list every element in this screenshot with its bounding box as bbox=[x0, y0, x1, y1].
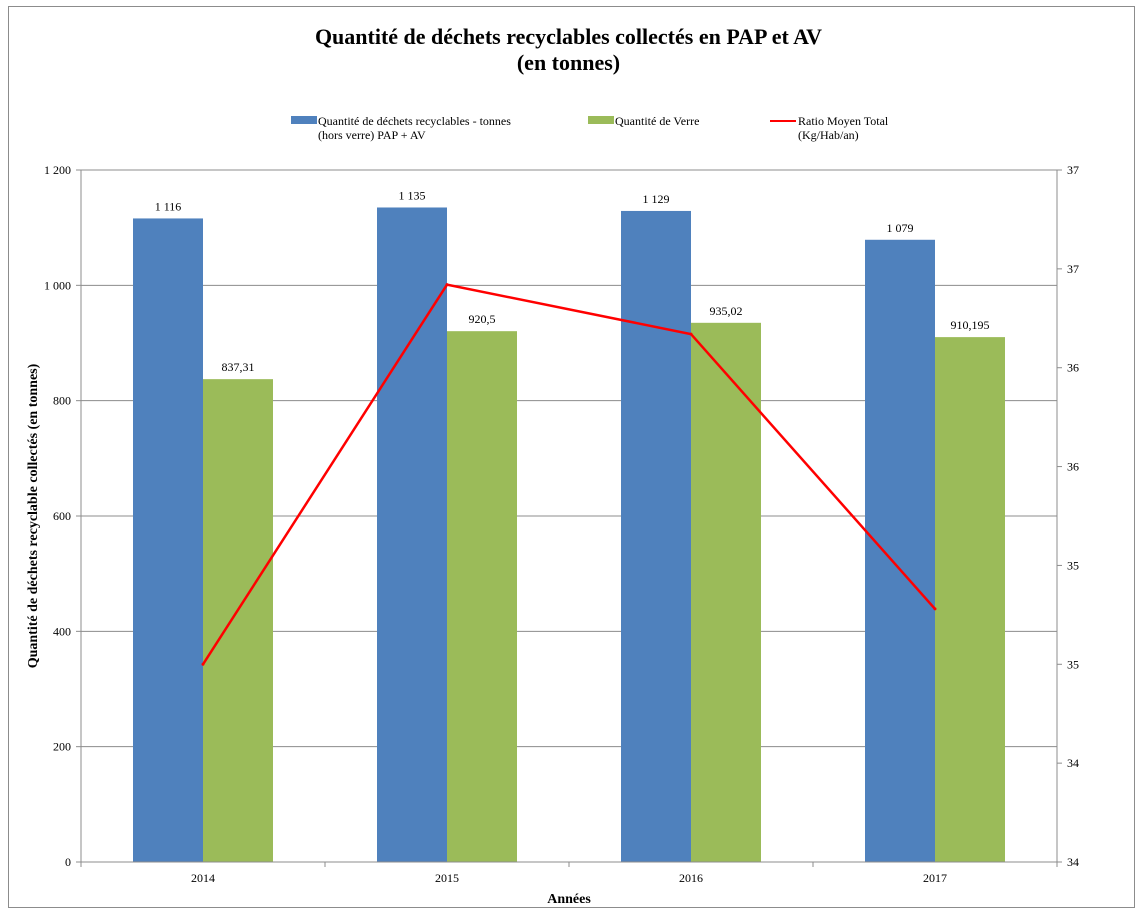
ratio-line bbox=[201, 283, 936, 665]
y2-tick-label: 36 bbox=[1067, 460, 1079, 474]
ratio-point bbox=[445, 283, 449, 287]
x-axis-title: Années bbox=[547, 892, 591, 907]
bar-data-label: 837,31 bbox=[222, 360, 255, 374]
y-tick-label: 400 bbox=[53, 624, 71, 638]
ratio-point bbox=[933, 607, 937, 611]
legend-swatch-verre bbox=[588, 116, 614, 124]
chart-subtitle: (en tonnes) bbox=[516, 50, 621, 75]
y2-tick-label: 35 bbox=[1067, 657, 1079, 671]
bar-data-label: 1 129 bbox=[643, 192, 670, 206]
legend-label-ratio: Ratio Moyen Total (Kg/Hab/an) bbox=[798, 114, 889, 142]
y2-tick-label: 34 bbox=[1067, 756, 1079, 770]
bar-data-label: 1 135 bbox=[399, 188, 426, 202]
y2-tick-label: 36 bbox=[1067, 361, 1079, 375]
bar-verre bbox=[203, 379, 273, 862]
y-axis-title: Quantité de déchets recyclable collectés… bbox=[26, 363, 41, 668]
chart-title: Quantité de déchets recyclables collecté… bbox=[314, 24, 823, 49]
y-tick-label: 0 bbox=[65, 855, 71, 869]
y2-tick-label: 35 bbox=[1067, 558, 1079, 572]
legend-label-recyclables: Quantité de déchets recyclables - tonnes… bbox=[318, 114, 511, 142]
y-tick-label: 1 000 bbox=[44, 278, 71, 292]
y-tick-label: 800 bbox=[53, 394, 71, 408]
ratio-point bbox=[201, 662, 205, 666]
x-tick-label: 2014 bbox=[191, 871, 215, 885]
bar-data-label: 935,02 bbox=[710, 304, 743, 318]
bar-verre bbox=[447, 331, 517, 862]
legend-swatch-recyclables bbox=[291, 116, 317, 124]
bar-data-label: 910,195 bbox=[951, 318, 990, 332]
y2-tick-label: 37 bbox=[1067, 163, 1079, 177]
bar-data-label: 1 079 bbox=[887, 221, 914, 235]
x-tick-label: 2017 bbox=[923, 871, 947, 885]
bar-recyclables bbox=[865, 239, 935, 862]
y-tick-label: 1 200 bbox=[44, 163, 71, 177]
x-tick-label: 2016 bbox=[679, 871, 703, 885]
y2-tick-label: 37 bbox=[1067, 262, 1079, 276]
bar-data-label: 1 116 bbox=[155, 199, 182, 213]
bar-data-label: 920,5 bbox=[469, 312, 496, 326]
bar-verre bbox=[691, 322, 761, 862]
bar-recyclables bbox=[133, 218, 203, 862]
bar-recyclables bbox=[621, 210, 691, 862]
legend-swatch-ratio bbox=[770, 120, 796, 122]
legend-label-verre: Quantité de Verre bbox=[615, 114, 700, 128]
bar-recyclables bbox=[377, 207, 447, 862]
y2-tick-label: 34 bbox=[1067, 855, 1079, 869]
chart-frame bbox=[8, 6, 1135, 908]
bar-verre bbox=[935, 337, 1005, 863]
x-tick-label: 2015 bbox=[435, 871, 459, 885]
ratio-point bbox=[689, 332, 693, 336]
y-tick-label: 600 bbox=[53, 509, 71, 523]
y-tick-label: 200 bbox=[53, 740, 71, 754]
